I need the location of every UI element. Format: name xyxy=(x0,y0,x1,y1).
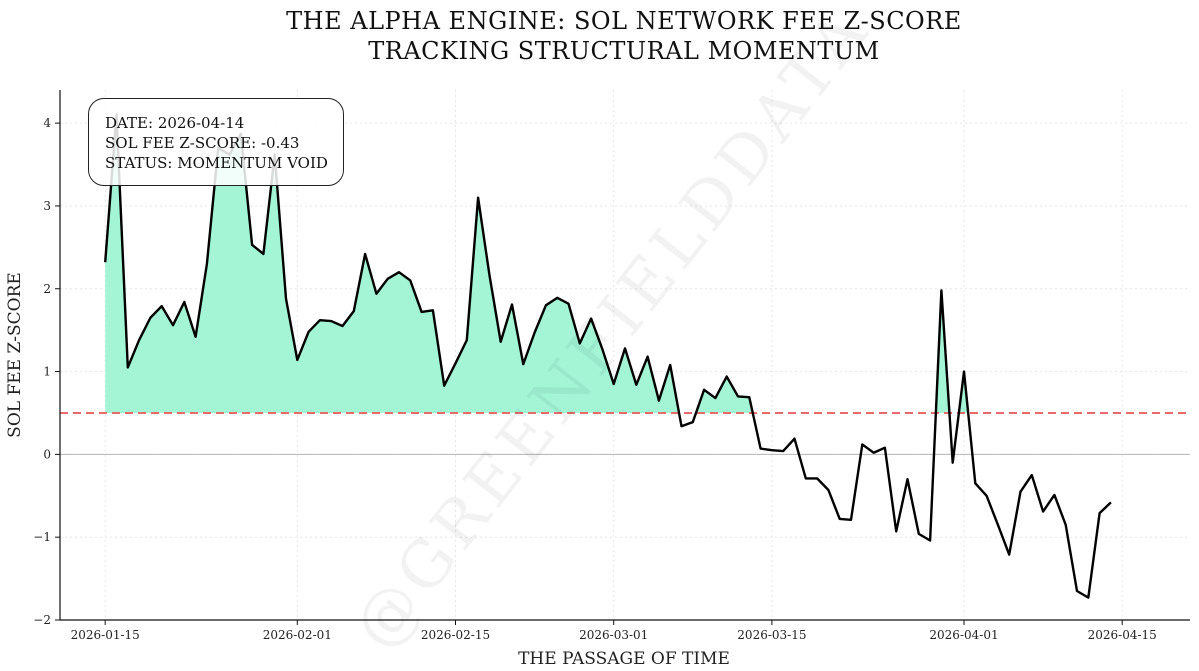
y-tick-label-6: 4 xyxy=(43,116,51,130)
y-tick-label-3: 1 xyxy=(43,365,51,379)
chart-title-line1: THE ALPHA ENGINE: SOL NETWORK FEE Z-SCOR… xyxy=(286,7,962,35)
y-tick-label-4: 2 xyxy=(43,282,51,296)
y-axis-label: SOL FEE Z-SCORE xyxy=(5,272,25,438)
above-threshold-fill xyxy=(105,114,969,413)
x-tick-label-6: 2026-04-15 xyxy=(1088,628,1157,642)
info-status: STATUS: MOMENTUM VOID xyxy=(105,154,328,172)
x-tick-label-1: 2026-02-01 xyxy=(263,628,332,642)
chart-title-line2: TRACKING STRUCTURAL MOMENTUM xyxy=(368,37,879,65)
fill-segment-1 xyxy=(695,376,753,413)
y-tick-label-1: −1 xyxy=(33,530,51,544)
info-date: DATE: 2026-04-14 xyxy=(105,114,245,132)
fill-segment-2 xyxy=(935,290,950,413)
x-tick-label-3: 2026-03-01 xyxy=(579,628,648,642)
x-tick-label-5: 2026-04-01 xyxy=(929,628,998,642)
y-axis-ticks: −2 −1 0 1 2 3 4 xyxy=(33,116,60,627)
info-score: SOL FEE Z-SCORE: -0.43 xyxy=(105,134,300,152)
x-tick-label-2: 2026-02-15 xyxy=(421,628,490,642)
x-axis-ticks: 2026-01-15 2026-02-01 2026-02-15 2026-03-01… xyxy=(71,620,1157,642)
y-tick-label-5: 3 xyxy=(43,199,51,213)
axes xyxy=(59,90,1190,621)
x-axis-label: THE PASSAGE OF TIME xyxy=(518,649,730,669)
x-tick-label-0: 2026-01-15 xyxy=(71,628,140,642)
fill-segment-0 xyxy=(105,114,680,413)
x-tick-label-4: 2026-03-15 xyxy=(737,628,806,642)
y-tick-label-0: −2 xyxy=(33,613,51,627)
info-box: DATE: 2026-04-14 SOL FEE Z-SCORE: -0.43 … xyxy=(88,98,344,186)
y-tick-label-2: 0 xyxy=(43,447,51,461)
